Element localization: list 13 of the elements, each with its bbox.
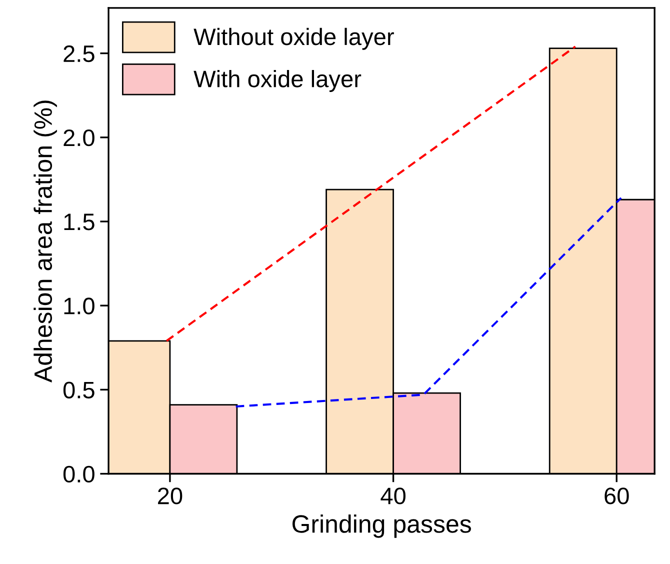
y-tick-label: 0.5 bbox=[63, 382, 94, 398]
y-tick-label: 2.0 bbox=[64, 129, 94, 146]
legend-label: Without oxide layer bbox=[194, 28, 394, 50]
x-tick-label: 20 bbox=[158, 488, 182, 504]
y-tick-label: 1.0 bbox=[64, 298, 94, 314]
x-tick-label: 60 bbox=[604, 488, 629, 504]
y-tick-label: 1.5 bbox=[64, 214, 94, 230]
x-axis-title: Grinding passes bbox=[292, 514, 471, 538]
x-tick-label: 40 bbox=[380, 488, 406, 504]
legend-label: With oxide layer bbox=[194, 70, 362, 92]
y-tick-label: 0.0 bbox=[63, 466, 94, 483]
y-axis-title: Adhesion area fration (%) bbox=[34, 100, 57, 383]
y-tick-label: 2.5 bbox=[64, 45, 94, 62]
